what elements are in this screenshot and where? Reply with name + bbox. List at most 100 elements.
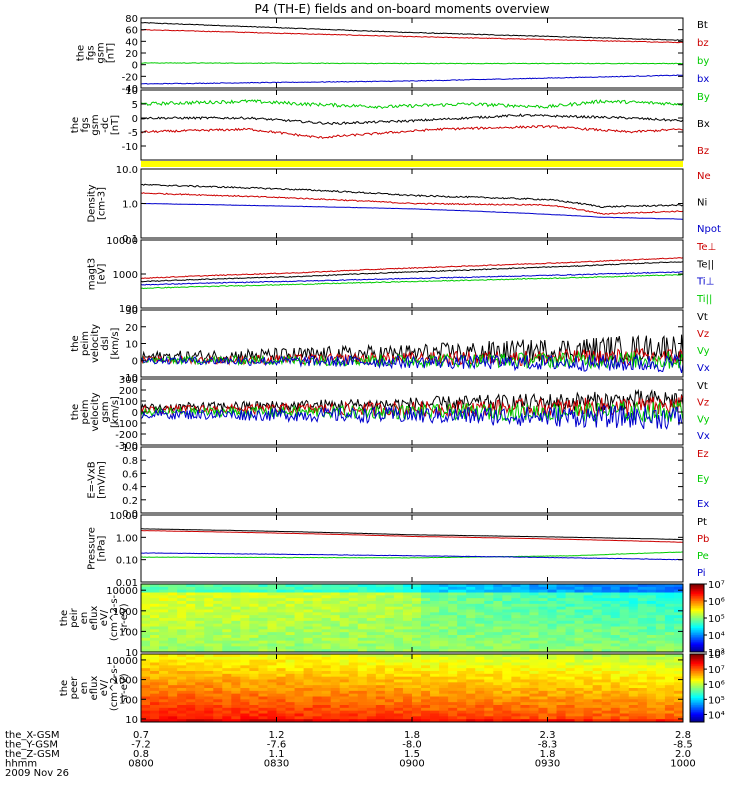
legend-by: by — [697, 56, 709, 67]
legend-Ey: Ey — [697, 474, 709, 485]
colorbar-label: 10⁴ — [708, 710, 725, 721]
ephemeris-value: 1.5 — [404, 749, 420, 760]
y-tick-label: 10 — [125, 715, 138, 726]
ephemeris-value: 1.8 — [540, 749, 556, 760]
y-tick-label: 80 — [125, 14, 138, 25]
legend-Bz: Bz — [697, 146, 709, 157]
y-tick-label: 10.0 — [116, 165, 138, 176]
y-tick-label: 1.00 — [116, 533, 138, 544]
series-Te|| — [141, 261, 683, 283]
y-tick-label: 1.0 — [122, 443, 138, 454]
panel-temperature: Te⊥ Te|| Ti⊥ Ti|| 10000 1000 100 magt3[eV] — [87, 236, 717, 315]
series-Bt — [141, 21, 683, 41]
legend-Vt: Vt — [697, 381, 708, 392]
colorbar-label: 10⁶ — [708, 597, 725, 608]
y-tick-label: -10 — [122, 142, 138, 153]
y-axis-label: thefgsgsm-dc[nT] — [70, 114, 121, 135]
legend-Pt: Pt — [697, 517, 707, 528]
y-tick-label: 100 — [119, 397, 138, 408]
colorbar-label: 10⁸ — [708, 650, 725, 661]
panel-peim-velocity-dsl: VtVzVyVx3020100-10thepeimvelocitydsl[km/… — [70, 306, 710, 384]
y-tick-label: 0 — [132, 408, 138, 419]
y-tick-label: 0 — [132, 61, 138, 72]
series-Ni — [141, 183, 683, 208]
y-axis-label: thepeimvelocitydsl[km/s] — [70, 324, 121, 363]
ephemeris-value: 0800 — [128, 759, 153, 770]
colorbar-label: 10⁵ — [708, 695, 725, 706]
y-tick-label: 0.6 — [122, 469, 138, 480]
plot-date: 2009 Nov 26 — [5, 768, 69, 779]
series-Vt — [141, 334, 683, 365]
series-by — [141, 62, 683, 65]
series-Vx — [141, 353, 683, 374]
legend-Ti⊥: Ti⊥ — [696, 277, 714, 288]
y-axis-label: thepeimvelocitygsm[km/s] — [70, 392, 121, 431]
y-tick-label: 0.10 — [116, 556, 138, 567]
y-tick-label: 1000 — [113, 676, 138, 687]
y-tick-label: 10 — [125, 340, 138, 351]
data-quality-flag-bar — [141, 161, 683, 167]
legend-Pi: Pi — [697, 568, 706, 579]
y-tick-label: 0.01 — [116, 578, 138, 589]
legend-Vy: Vy — [697, 346, 710, 357]
y-tick-label: 0.0 — [122, 509, 138, 520]
y-tick-label: 0 — [132, 114, 138, 125]
ephemeris-label: the_X-GSM — [5, 730, 59, 741]
y-tick-label: 300 — [119, 375, 138, 386]
ephemeris-value: -8.3 — [538, 740, 558, 751]
legend-Ez: Ez — [697, 449, 709, 460]
series-Vt — [141, 388, 683, 414]
ephemeris-value: 1.1 — [269, 749, 285, 760]
y-axis-label: Pressure[nPa] — [87, 527, 108, 570]
y-tick-label: 100 — [119, 627, 138, 638]
y-tick-label: 1.0 — [122, 200, 138, 211]
y-tick-label: -5 — [128, 128, 138, 139]
series-Ne — [141, 192, 683, 215]
panel-frame — [140, 514, 684, 583]
y-tick-label: 30 — [125, 306, 138, 317]
y-tick-label: 100 — [119, 695, 138, 706]
legend-Vx: Vx — [697, 363, 710, 374]
y-tick-label: 5 — [132, 100, 138, 111]
ephemeris-value: -7.2 — [131, 740, 151, 751]
panel-peir-en-eflux: 10⁷ 10⁶ 10⁵ 10⁴ 10³ 10000 1000 100 10 thepeirenef… — [59, 580, 725, 659]
y-tick-label: -20 — [122, 72, 138, 83]
colorbar-label: 10⁵ — [708, 614, 725, 625]
ephemeris-value: -7.6 — [267, 740, 287, 751]
panels: Btbzbybx806040200-20-40thefgsgsm[nT]ByBx… — [59, 14, 725, 726]
ephemeris-value: -8.5 — [673, 740, 693, 751]
legend-Te⊥: Te⊥ — [696, 242, 716, 253]
legend-Ex: Ex — [697, 499, 709, 510]
panel-peer-en-eflux: 10⁸ 10⁷ 10⁶ 10⁵ 10⁴ 10000 1000 100 10 thepeerenef… — [59, 650, 725, 726]
series-Pt — [141, 528, 683, 541]
y-tick-label: 1000 — [113, 607, 138, 618]
y-tick-label: -10 — [122, 373, 138, 384]
legend-Vy: Vy — [697, 414, 710, 425]
spectrogram-peer-en-eflux — [141, 654, 683, 722]
y-tick-label: 0.1 — [122, 234, 138, 245]
legend-Pe: Pe — [697, 551, 709, 562]
panel-density: Ne Ni Npot 10.0 1.0 0.1 Density[cm-3] — [87, 165, 721, 245]
series-bz — [141, 28, 683, 44]
ephemeris-label: hhmm — [5, 759, 37, 770]
ephemeris-value: 2.3 — [540, 730, 556, 741]
colorbar-label: 10⁴ — [708, 631, 725, 642]
y-tick-label: 0.4 — [122, 483, 138, 494]
ephemeris-label: the_Y-GSM — [5, 740, 58, 751]
series-Te⊥ — [141, 257, 683, 280]
spectrogram-peir-en-eflux — [141, 584, 683, 652]
legend-Ni: Ni — [697, 198, 707, 209]
ephemeris-value: 1.2 — [269, 730, 285, 741]
colorbar-label: 10⁷ — [708, 665, 725, 676]
y-axis-label: E=-VxB[mV/m] — [87, 461, 108, 499]
legend-Vz: Vz — [697, 398, 709, 409]
y-axis-label: thepeerenefluxeV/(cm^2-s-sr-eV) — [59, 664, 130, 711]
ephemeris-value: 2.8 — [675, 730, 691, 741]
y-axis-label: thepeirenefluxeV/(cm^2-s-sr-eV) — [59, 594, 130, 641]
y-tick-label: 10.00 — [109, 511, 138, 522]
y-tick-label: 0 — [132, 356, 138, 367]
legend-Vx: Vx — [697, 431, 710, 442]
